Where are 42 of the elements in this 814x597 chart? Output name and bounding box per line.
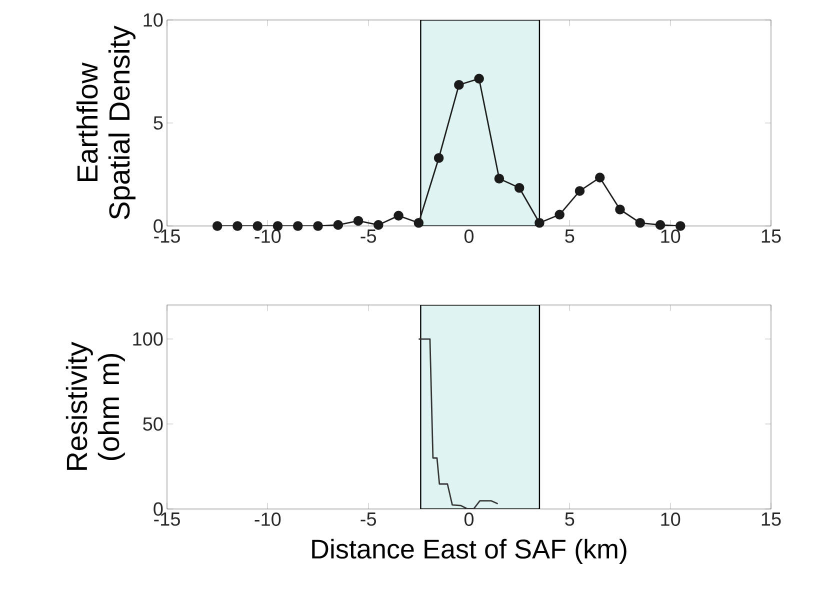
x-tick-label: -10 <box>254 512 281 526</box>
x-tick-label: -5 <box>360 512 376 526</box>
point <box>394 210 404 221</box>
y-tick-label: 50 <box>143 417 163 431</box>
point <box>292 221 303 231</box>
point <box>434 153 444 163</box>
point <box>232 221 242 231</box>
point <box>353 216 364 226</box>
point <box>212 221 222 231</box>
point <box>676 221 686 231</box>
y-tick-label: 10 <box>144 13 163 27</box>
point <box>615 204 625 214</box>
x-tick-label: -5 <box>360 230 376 243</box>
y-tick-label: 100 <box>133 332 163 346</box>
point <box>574 186 585 196</box>
point <box>554 210 564 220</box>
point <box>494 174 504 184</box>
point <box>635 218 646 228</box>
x-tick-label: 5 <box>565 230 574 243</box>
point <box>333 220 344 230</box>
y-axis-title: Resistivity (ohm m) <box>66 342 125 470</box>
point <box>374 220 384 230</box>
x-tick-label: 0 <box>464 512 474 526</box>
point <box>594 172 605 182</box>
point <box>313 221 323 231</box>
x-tick-label: 10 <box>661 512 680 526</box>
x-tick-label: 0 <box>464 230 474 243</box>
x-tick-label: -10 <box>254 230 281 243</box>
x-tick-label: 10 <box>661 230 680 243</box>
point <box>414 218 424 228</box>
point <box>514 182 524 193</box>
x-axis-title: Distance East of SAF (km) <box>312 538 626 564</box>
point <box>454 80 464 90</box>
x-tick-label: 5 <box>565 512 574 526</box>
point <box>655 220 666 230</box>
x-tick-label: 15 <box>762 512 781 526</box>
x-tick-label: 15 <box>762 230 781 243</box>
point <box>474 74 484 84</box>
line-series <box>418 338 498 509</box>
y-tick-label: 5 <box>154 116 163 130</box>
y-axis-title: Earthflow Spatial Density <box>76 26 136 220</box>
point <box>534 218 544 228</box>
